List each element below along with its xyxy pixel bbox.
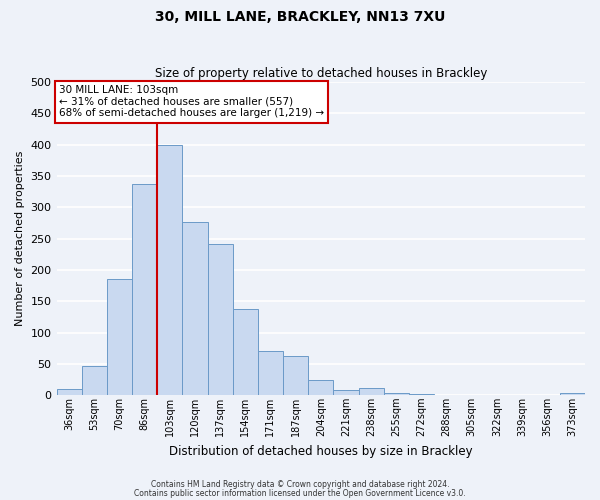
Text: Contains HM Land Registry data © Crown copyright and database right 2024.: Contains HM Land Registry data © Crown c… bbox=[151, 480, 449, 489]
Bar bbox=[56, 389, 82, 396]
Bar bbox=[383, 394, 409, 396]
X-axis label: Distribution of detached houses by size in Brackley: Distribution of detached houses by size … bbox=[169, 444, 473, 458]
Bar bbox=[258, 352, 283, 396]
Bar bbox=[82, 366, 107, 396]
Y-axis label: Number of detached properties: Number of detached properties bbox=[15, 151, 25, 326]
Bar bbox=[434, 394, 459, 396]
Text: 30 MILL LANE: 103sqm
← 31% of detached houses are smaller (557)
68% of semi-deta: 30 MILL LANE: 103sqm ← 31% of detached h… bbox=[59, 85, 324, 118]
Title: Size of property relative to detached houses in Brackley: Size of property relative to detached ho… bbox=[155, 66, 487, 80]
Bar bbox=[334, 390, 359, 396]
Text: 30, MILL LANE, BRACKLEY, NN13 7XU: 30, MILL LANE, BRACKLEY, NN13 7XU bbox=[155, 10, 445, 24]
Bar bbox=[283, 356, 308, 396]
Bar bbox=[132, 184, 157, 396]
Bar bbox=[308, 380, 334, 396]
Bar bbox=[208, 244, 233, 396]
Bar bbox=[560, 394, 585, 396]
Bar bbox=[233, 310, 258, 396]
Bar bbox=[157, 144, 182, 396]
Bar bbox=[359, 388, 383, 396]
Bar bbox=[182, 222, 208, 396]
Bar bbox=[107, 280, 132, 396]
Bar bbox=[409, 394, 434, 396]
Text: Contains public sector information licensed under the Open Government Licence v3: Contains public sector information licen… bbox=[134, 490, 466, 498]
